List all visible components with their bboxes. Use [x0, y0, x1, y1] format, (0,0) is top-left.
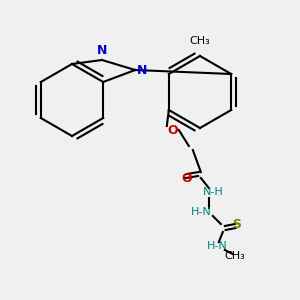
Text: N-H: N-H	[202, 187, 223, 197]
Text: O: O	[167, 124, 178, 136]
Text: S: S	[232, 218, 241, 230]
Text: CH₃: CH₃	[190, 36, 210, 46]
Text: N: N	[97, 44, 107, 57]
Text: N: N	[137, 64, 148, 76]
Text: O: O	[182, 172, 192, 184]
Text: H-N: H-N	[206, 241, 227, 251]
Text: CH₃: CH₃	[224, 251, 245, 261]
Text: H-N: H-N	[190, 207, 211, 217]
